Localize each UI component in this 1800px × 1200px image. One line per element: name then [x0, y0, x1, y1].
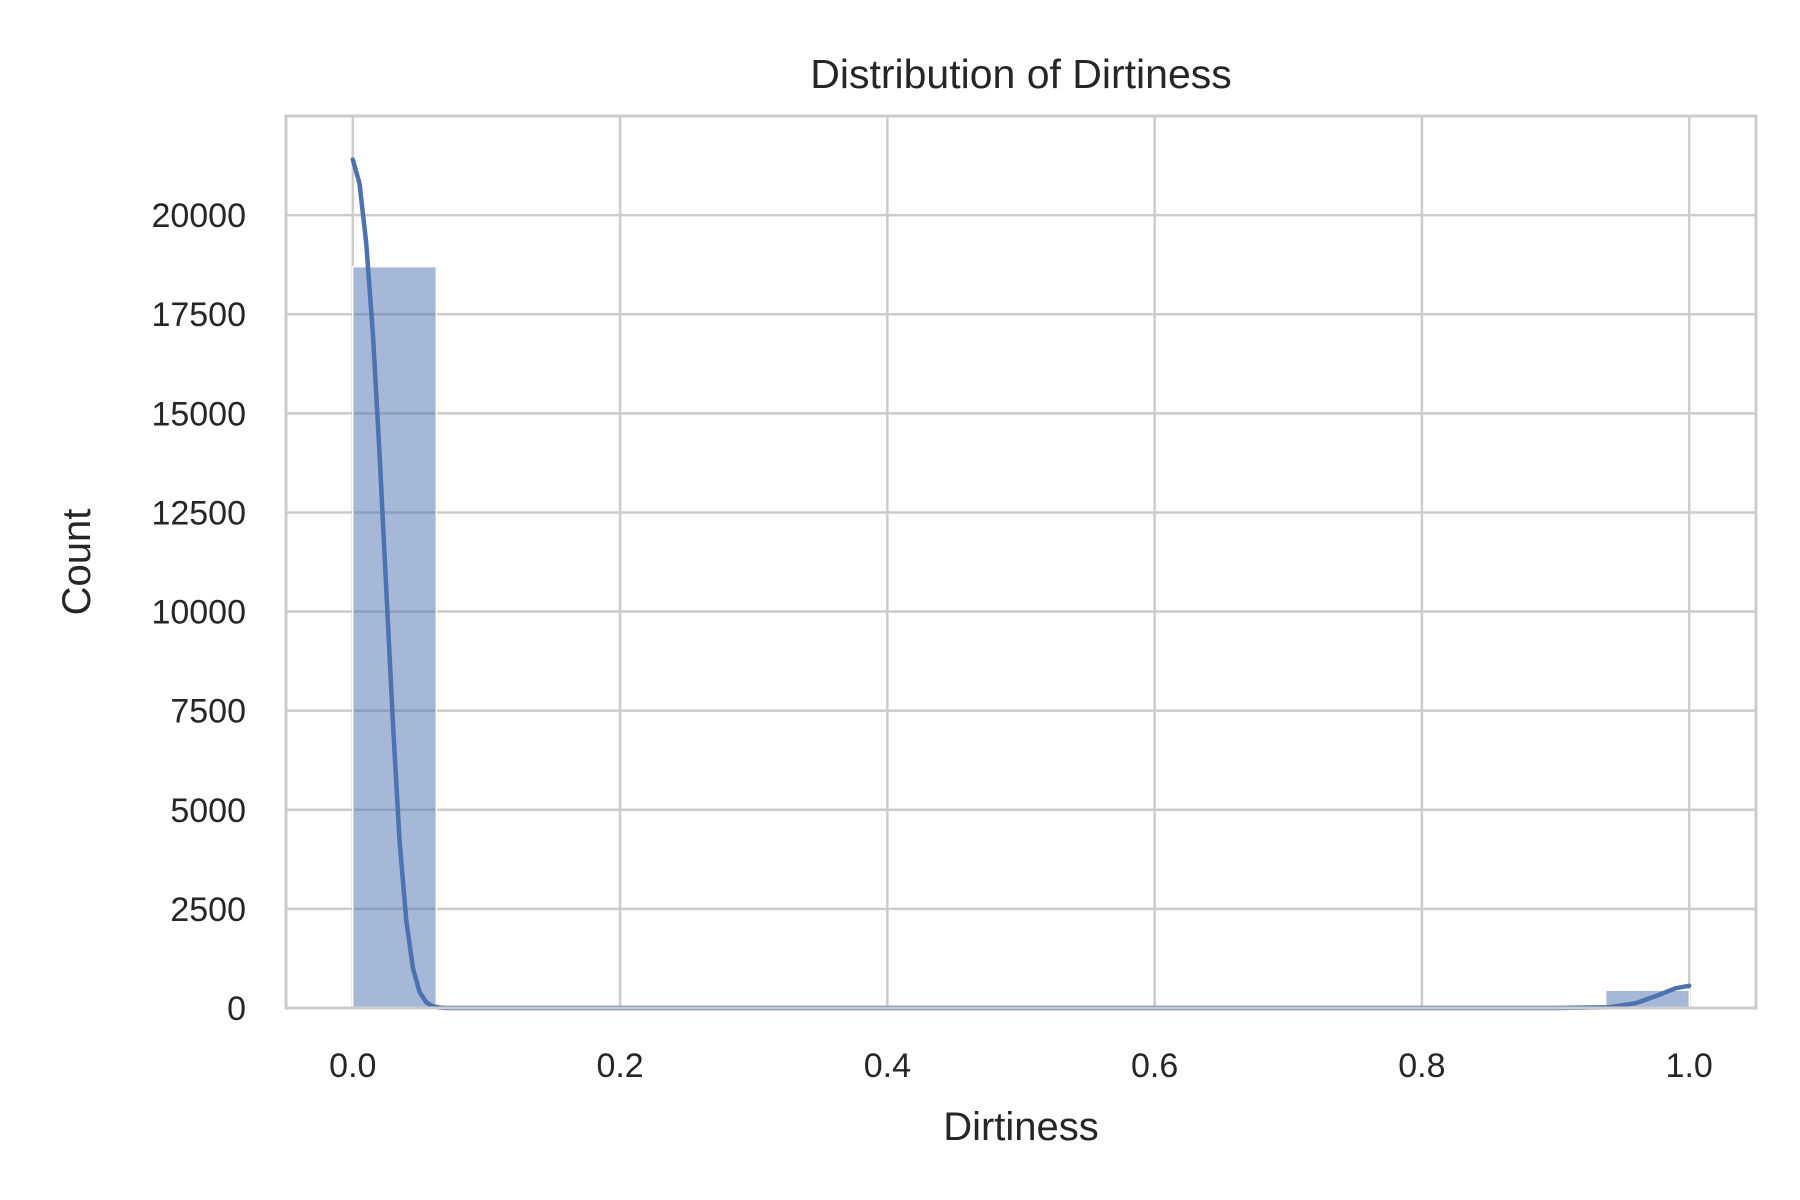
x-tick-label: 0.0 — [329, 1047, 376, 1085]
x-tick-label: 1.0 — [1666, 1047, 1713, 1085]
histogram-bars — [352, 265, 1690, 1009]
y-tick-label: 20000 — [151, 197, 246, 235]
kde-curve — [350, 157, 1692, 1011]
x-axis-ticks: 0.0 0.2 0.4 0.6 0.8 1.0 — [329, 1047, 1713, 1085]
x-axis-label: Dirtiness — [943, 1105, 1099, 1149]
y-tick-label: 17500 — [151, 296, 246, 334]
y-tick-label: 10000 — [151, 594, 246, 632]
x-tick-label: 0.4 — [864, 1047, 911, 1085]
y-tick-label: 5000 — [170, 792, 246, 830]
y-tick-label: 12500 — [151, 494, 246, 532]
plot-frame — [284, 114, 1758, 1010]
y-axis-label: Count — [55, 509, 99, 616]
y-tick-label: 2500 — [170, 891, 246, 929]
histogram-bar — [352, 265, 438, 1009]
x-tick-label: 0.2 — [596, 1047, 643, 1085]
y-tick-label: 7500 — [170, 693, 246, 731]
x-tick-label: 0.8 — [1398, 1047, 1445, 1085]
kde-line — [350, 157, 1692, 1011]
y-axis-ticks: 0 2500 5000 7500 10000 12500 15000 17500 20000 — [151, 197, 246, 1028]
y-tick-label: 15000 — [151, 395, 246, 433]
grid — [286, 116, 1756, 1010]
y-tick-label: 0 — [227, 990, 246, 1028]
chart-title: Distribution of Dirtiness — [810, 51, 1232, 97]
x-tick-label: 0.6 — [1131, 1047, 1178, 1085]
